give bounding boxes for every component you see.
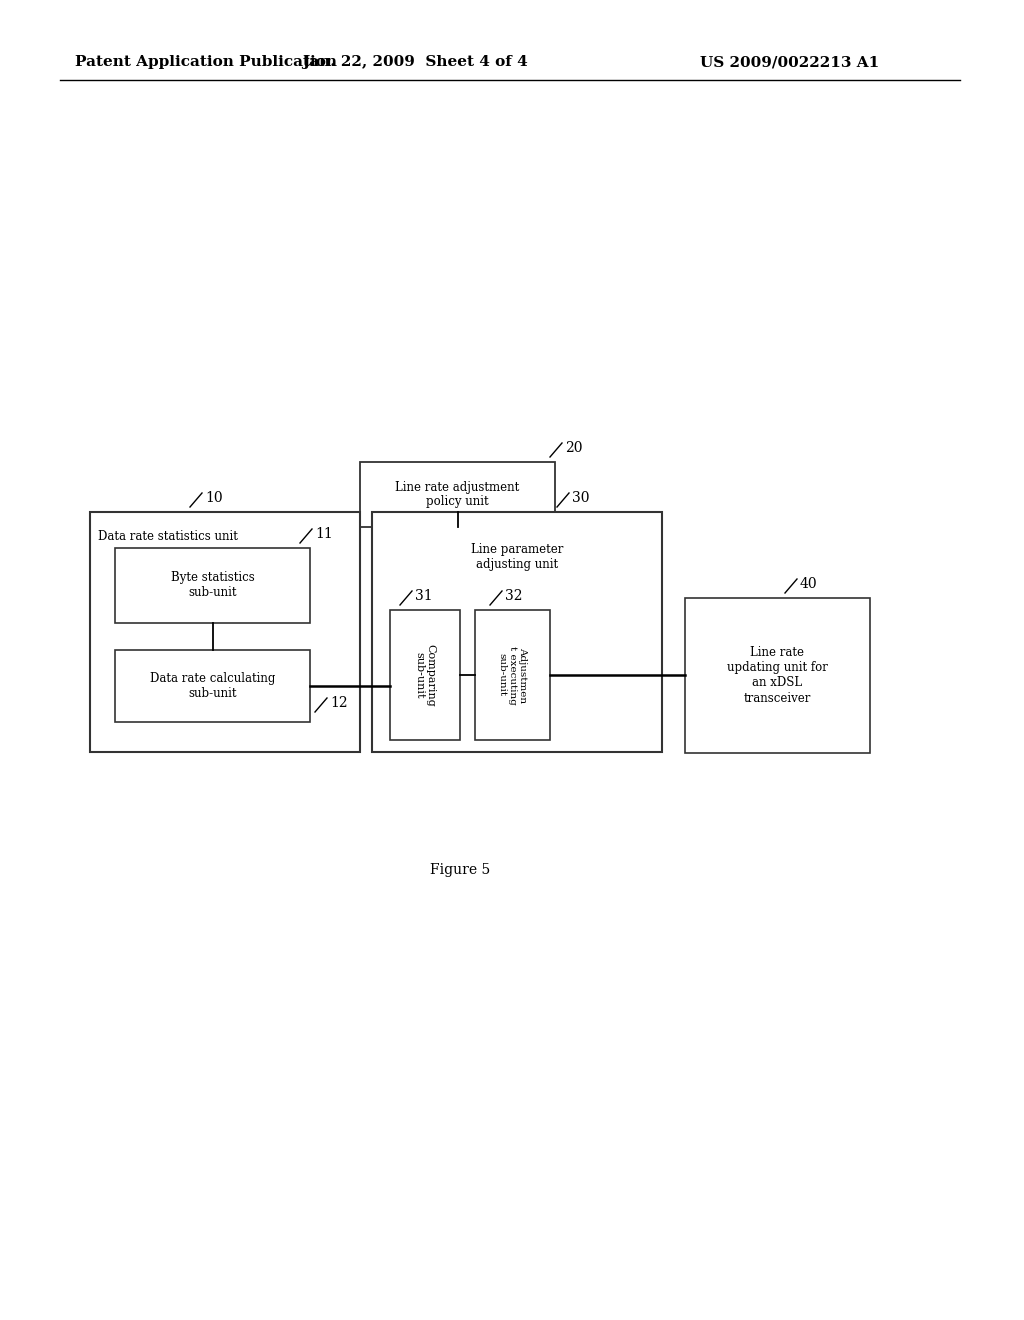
Text: Patent Application Publication: Patent Application Publication: [75, 55, 337, 69]
Text: 20: 20: [565, 441, 583, 455]
Text: 30: 30: [572, 491, 590, 506]
Bar: [685, 598, 870, 752]
Text: Line rate adjustment
policy unit: Line rate adjustment policy unit: [395, 480, 519, 508]
Text: Figure 5: Figure 5: [430, 863, 490, 876]
Bar: [475, 610, 550, 741]
Text: Data rate calculating
sub-unit: Data rate calculating sub-unit: [150, 672, 275, 700]
Bar: [360, 462, 555, 527]
Text: Comparing
sub-unit: Comparing sub-unit: [414, 644, 436, 706]
Bar: [372, 512, 662, 752]
Text: US 2009/0022213 A1: US 2009/0022213 A1: [700, 55, 880, 69]
Text: 11: 11: [315, 527, 333, 541]
Bar: [115, 548, 310, 623]
Text: 31: 31: [415, 589, 432, 603]
Text: Adjustmen
t executing
sub-unit: Adjustmen t executing sub-unit: [498, 645, 527, 705]
Text: Line parameter
adjusting unit: Line parameter adjusting unit: [471, 543, 563, 572]
Bar: [390, 610, 460, 741]
Text: 40: 40: [800, 577, 817, 591]
Text: 32: 32: [505, 589, 522, 603]
Bar: [90, 512, 360, 752]
Text: 10: 10: [205, 491, 222, 506]
Text: Byte statistics
sub-unit: Byte statistics sub-unit: [171, 572, 254, 599]
Text: Line rate
updating unit for
an xDSL
transceiver: Line rate updating unit for an xDSL tran…: [727, 647, 828, 705]
Bar: [115, 649, 310, 722]
Text: Data rate statistics unit: Data rate statistics unit: [98, 531, 238, 543]
Text: 12: 12: [330, 696, 347, 710]
Text: Jan. 22, 2009  Sheet 4 of 4: Jan. 22, 2009 Sheet 4 of 4: [302, 55, 528, 69]
